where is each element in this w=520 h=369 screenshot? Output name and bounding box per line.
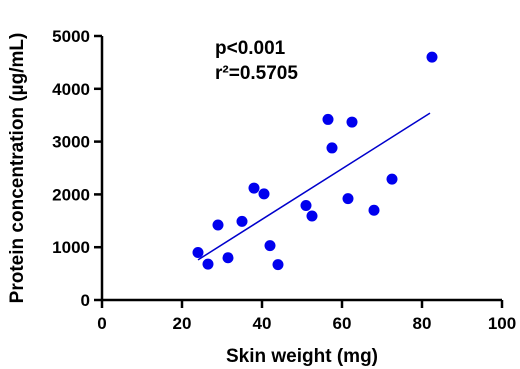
data-point	[326, 142, 338, 154]
data-points	[192, 51, 438, 271]
data-point	[342, 193, 354, 205]
y-tick-label: 5000	[52, 27, 90, 46]
data-point	[322, 113, 334, 125]
x-tick-label: 80	[413, 314, 432, 333]
y-tick-label: 1000	[52, 238, 90, 257]
r2-annotation: r²=0.5705	[215, 63, 298, 84]
p-value-annotation: p<0.001	[215, 38, 286, 59]
data-point	[212, 219, 224, 231]
data-point	[306, 210, 318, 222]
data-point	[300, 199, 312, 211]
y-tick-label: 4000	[52, 80, 90, 99]
regression-line	[197, 112, 431, 261]
data-point	[426, 51, 438, 63]
y-tick-label: 0	[81, 291, 90, 310]
y-tick-label: 2000	[52, 185, 90, 204]
data-point	[258, 188, 270, 200]
y-axis-title: Protein concentration (µg/mL)	[7, 33, 28, 304]
data-point	[236, 215, 248, 227]
data-point	[386, 173, 398, 185]
axes	[100, 36, 502, 302]
x-tick-label: 0	[97, 314, 106, 333]
data-point	[202, 258, 214, 270]
x-ticks: 0 20 40 60 80 100	[97, 300, 516, 333]
x-axis-title: Skin weight (mg)	[226, 346, 378, 367]
data-point	[264, 240, 276, 252]
x-tick-label: 40	[253, 314, 272, 333]
x-tick-label: 100	[488, 314, 516, 333]
data-point	[248, 182, 260, 194]
x-tick-label: 60	[333, 314, 352, 333]
data-point	[272, 259, 284, 271]
data-point	[222, 252, 234, 264]
x-tick-label: 20	[173, 314, 192, 333]
y-ticks: 0 1000 2000 3000 4000 5000	[52, 27, 102, 310]
data-point	[368, 204, 380, 216]
data-point	[192, 246, 204, 258]
data-point	[346, 116, 358, 128]
y-tick-label: 3000	[52, 133, 90, 152]
